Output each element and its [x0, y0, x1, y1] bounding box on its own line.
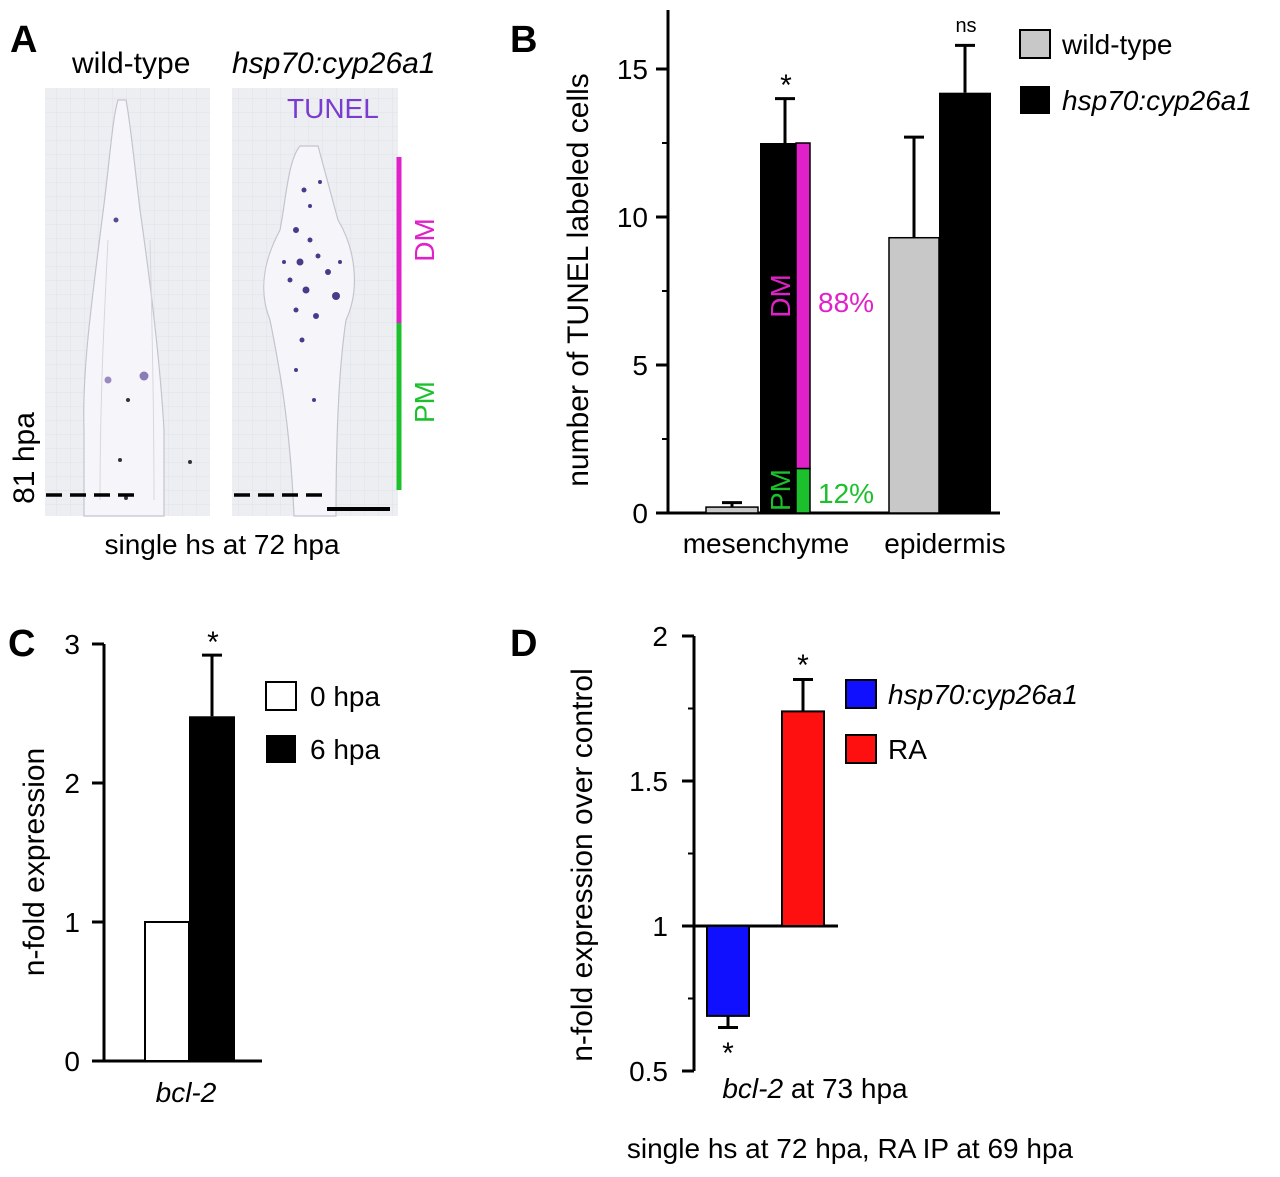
bar-epidermis-transgenic: [939, 92, 991, 514]
panel-c: C 0 1 2 3 n-fold expression bcl-2 * 0 hpa 6 hp…: [8, 623, 380, 1108]
significance-epidermis: ns: [955, 15, 976, 37]
tunel-label: TUNEL: [287, 93, 379, 124]
panel-d: D 0.5 1 1.5 2 n-fold expression over control…: [510, 621, 1078, 1164]
panel-d-caption: single hs at 72 hpa, RA IP at 69 hpa: [627, 1133, 1074, 1164]
significance-mesenchyme: *: [780, 69, 792, 102]
bar-0-hpa: [144, 921, 190, 1062]
legend-label-transgenic: hsp70:cyp26a1: [888, 679, 1078, 710]
bar-segment-pm: [795, 467, 811, 514]
y-tick-label: 1.5: [629, 766, 668, 797]
panel-letter-a: A: [10, 19, 37, 61]
panel-letter-b: B: [510, 19, 537, 61]
bar-segment-dm: [795, 142, 811, 470]
legend-label-ra: RA: [888, 734, 927, 765]
legend-label-wild-type: wild-type: [1061, 29, 1172, 60]
y-tick-label: 0: [632, 498, 648, 529]
significance-6-hpa: *: [207, 626, 219, 659]
y-tick-label: 1: [652, 911, 668, 942]
micrograph-wild-type: [45, 88, 210, 517]
chart-b-axes: 0 5 10 15 number of TUNEL labeled cells mesen…: [562, 10, 1006, 559]
legend-label-transgenic: hsp70:cyp26a1: [1062, 85, 1252, 116]
chart-c-bars: *: [144, 626, 235, 1062]
chart-c-legend: 0 hpa 6 hpa: [265, 681, 380, 765]
legend-swatch-ra: [845, 734, 877, 764]
y-tick-label: 5: [632, 350, 648, 381]
chart-d-axes: 0.5 1 1.5 2 n-fold expression over control bc…: [566, 621, 908, 1104]
y-tick-label: 2: [64, 768, 80, 799]
segment-label-dm: DM: [765, 274, 796, 318]
percent-label-dm: 88%: [818, 287, 874, 318]
bar-mesenchyme-transgenic: [760, 143, 796, 513]
bar-6-hpa: [189, 716, 235, 1061]
legend-swatch-transgenic: [845, 679, 877, 709]
pm-label: PM: [409, 381, 440, 423]
legend-label-6-hpa: 6 hpa: [310, 734, 380, 765]
legend-swatch-0-hpa: [265, 681, 297, 711]
dm-label: DM: [409, 218, 440, 262]
significance-ra: *: [797, 649, 809, 682]
panel-a: A wild-type hsp70:cyp26a1: [8, 19, 440, 560]
chart-d-legend: hsp70:cyp26a1 RA: [845, 679, 1078, 765]
chart-c-axes: 0 1 2 3 n-fold expression bcl-2: [18, 629, 262, 1108]
x-axis-label: bcl-2: [156, 1077, 217, 1108]
legend-label-0-hpa: 0 hpa: [310, 681, 380, 712]
col-label-transgenic: hsp70:cyp26a1: [232, 47, 436, 80]
panel-letter-c: C: [8, 623, 35, 665]
segment-label-pm: PM: [765, 469, 796, 511]
chart-b-bars: DM PM 88% 12% * ns: [705, 15, 991, 514]
x-axis-label: bcl-2 at 73 hpa: [722, 1073, 908, 1104]
category-label-mesenchyme: mesenchyme: [683, 528, 850, 559]
y-tick-label: 3: [64, 629, 80, 660]
bar-ra: [781, 710, 825, 928]
bar-epidermis-wild-type: [888, 236, 940, 514]
chart-b-legend: wild-type hsp70:cyp26a1: [1019, 29, 1252, 116]
timepoint-label: 81 hpa: [8, 412, 41, 504]
category-label-epidermis: epidermis: [884, 528, 1005, 559]
bar-transgenic: [706, 925, 750, 1017]
chart-d-bars: **: [706, 649, 825, 1070]
panel-a-caption: single hs at 72 hpa: [104, 529, 339, 560]
significance-transgenic: *: [722, 1037, 734, 1070]
y-tick-label: 1: [64, 907, 80, 938]
y-axis-label: number of TUNEL labeled cells: [562, 73, 595, 487]
y-axis-label: n-fold expression over control: [566, 668, 599, 1062]
col-label-wild-type: wild-type: [71, 47, 190, 80]
bar-mesenchyme-wild-type: [705, 506, 759, 514]
y-tick-label: 0: [64, 1046, 80, 1077]
y-tick-label: 0.5: [629, 1056, 668, 1087]
legend-swatch-transgenic: [1020, 86, 1050, 114]
tunel-signal-dots: [282, 180, 342, 402]
panel-b: B 0 5 10 15 number of TUNEL labeled cells mes…: [510, 10, 1252, 559]
y-tick-label: 10: [617, 202, 648, 233]
panel-letter-d: D: [510, 623, 537, 665]
micrograph-transgenic: TUNEL: [232, 88, 398, 517]
legend-swatch-6-hpa: [266, 735, 296, 763]
y-tick-label: 15: [617, 54, 648, 85]
y-axis-label: n-fold expression: [18, 748, 51, 976]
legend-swatch-wild-type: [1019, 29, 1051, 59]
percent-label-pm: 12%: [818, 478, 874, 509]
y-tick-label: 2: [652, 621, 668, 652]
